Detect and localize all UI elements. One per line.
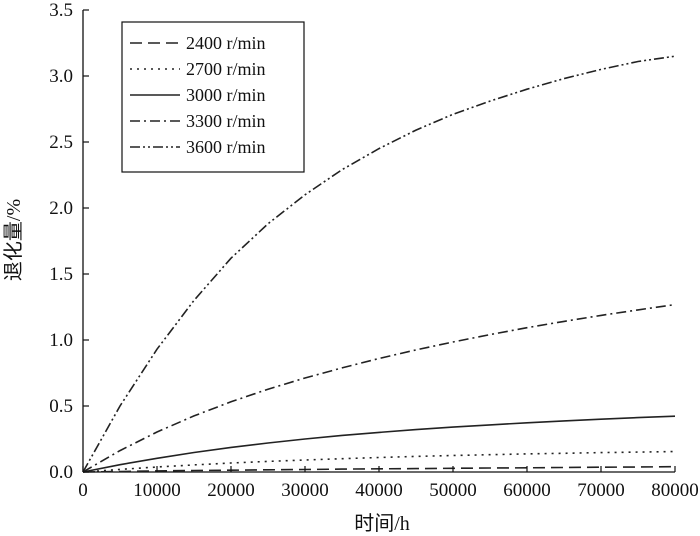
legend-label: 2700 r/min bbox=[186, 59, 266, 79]
x-tick-label: 50000 bbox=[429, 480, 477, 501]
y-tick-label: 3.0 bbox=[49, 66, 73, 87]
x-axis-ticks: 0 10000 20000 30000 40000 50000 60000 70000 8000… bbox=[78, 466, 699, 501]
y-axis-ticks: 0.0 0.5 1.0 1.5 2.0 2.5 3.0 3.5 bbox=[49, 0, 89, 483]
legend-label: 2400 r/min bbox=[186, 33, 266, 53]
x-axis-title: 时间/h bbox=[354, 512, 410, 535]
y-tick-label: 0.5 bbox=[49, 396, 73, 417]
legend-label: 3300 r/min bbox=[186, 111, 266, 131]
x-tick-label: 80000 bbox=[651, 480, 699, 501]
y-axis-title: 退化量/% bbox=[2, 199, 25, 281]
y-tick-label: 2.0 bbox=[49, 198, 73, 219]
x-tick-label: 70000 bbox=[577, 480, 625, 501]
x-tick-label: 60000 bbox=[503, 480, 551, 501]
legend-box bbox=[121, 21, 305, 173]
legend-label: 3000 r/min bbox=[186, 85, 266, 105]
x-tick-label: 30000 bbox=[281, 480, 329, 501]
x-tick-label: 0 bbox=[78, 480, 88, 501]
series-line-2700-r-min bbox=[82, 450, 676, 473]
series-line-3000-r-min bbox=[82, 415, 676, 473]
y-tick-label: 1.0 bbox=[49, 330, 73, 351]
legend-label: 3600 r/min bbox=[186, 137, 266, 157]
y-tick-label: 1.5 bbox=[49, 264, 73, 285]
y-tick-label: 2.5 bbox=[49, 132, 73, 153]
series-line-3600-r-min bbox=[82, 55, 676, 473]
x-tick-label: 10000 bbox=[133, 480, 181, 501]
y-tick-label: 3.5 bbox=[49, 0, 73, 21]
y-tick-label: 0.0 bbox=[49, 462, 73, 483]
legend: 2400 r/min 2700 r/min 3000 r/min 3300 r/min… bbox=[121, 21, 305, 173]
x-tick-label: 20000 bbox=[207, 480, 255, 501]
x-tick-label: 40000 bbox=[355, 480, 403, 501]
